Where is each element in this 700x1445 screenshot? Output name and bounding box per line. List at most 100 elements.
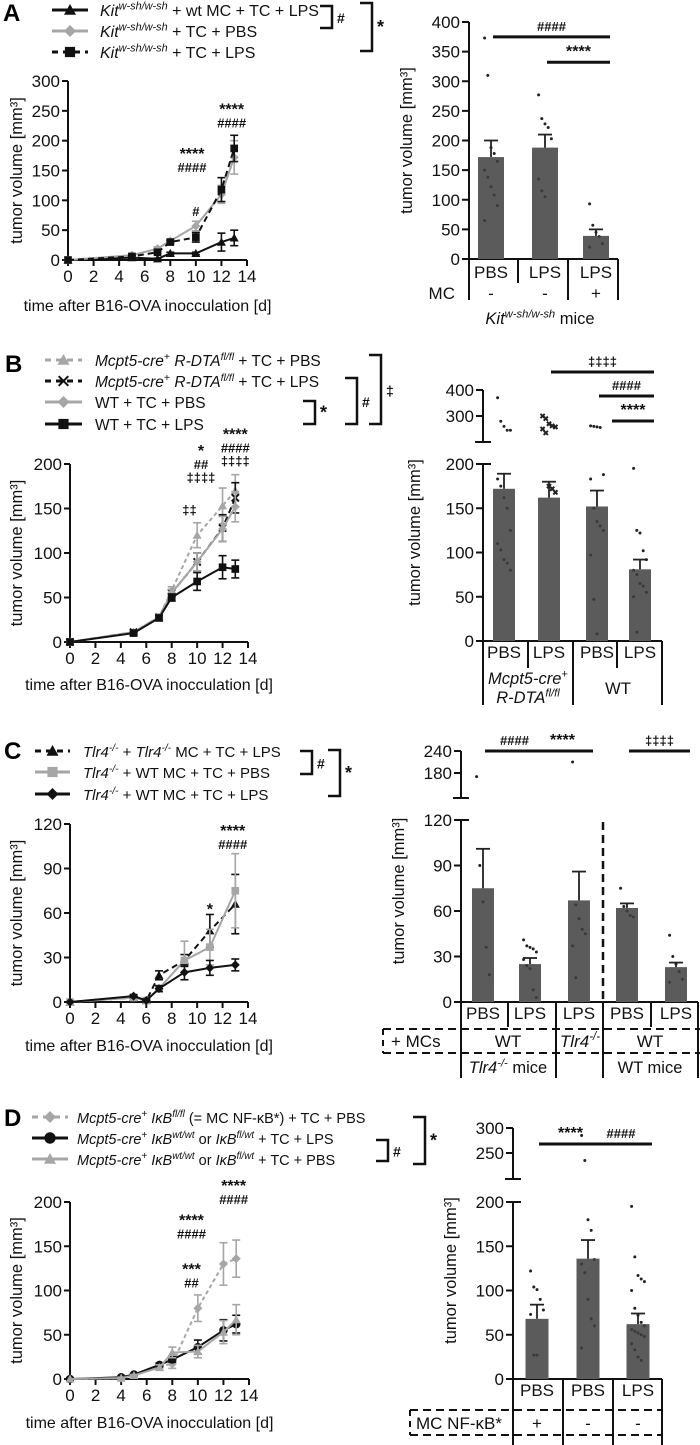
legend-bracket: ‡ — [369, 353, 394, 426]
data-point — [502, 558, 506, 562]
data-point — [639, 1320, 643, 1324]
row-value: - — [635, 1414, 641, 1433]
x-marker — [549, 423, 555, 429]
data-point — [595, 632, 599, 636]
category-label: PBS — [580, 643, 614, 662]
data-point — [622, 904, 626, 908]
data-point — [592, 597, 596, 601]
bracket-line — [303, 399, 317, 426]
data-point — [633, 1329, 637, 1333]
diamond-marker — [230, 502, 240, 512]
significance-label: ‡‡‡‡ — [645, 733, 674, 748]
y-tick-label: 250 — [432, 102, 460, 121]
data-point — [540, 189, 544, 193]
text-part: -/- — [161, 743, 171, 754]
legend-label: Kitw-sh/w-sh + TC + PBS — [100, 22, 257, 41]
text-part: WT + TC + LPS — [95, 417, 204, 434]
bar — [616, 907, 638, 1002]
text-part: Mcpt5-cre — [95, 353, 164, 370]
group-label: R-DTAfl/fl — [496, 687, 560, 707]
x-axis-label: time after B16-OVA inocculation [d] — [24, 298, 272, 315]
text-part: fl/fl — [221, 372, 235, 384]
bar-group-0 — [525, 1269, 549, 1379]
y-tick-label: 150 — [432, 161, 460, 180]
data-point — [475, 775, 479, 779]
y-tick-label: 30 — [433, 948, 452, 967]
bracket-line — [376, 1138, 390, 1163]
text-part: Kit — [100, 24, 119, 41]
text-part: + TC + PBS — [254, 1153, 335, 1169]
y-tick-label: 180 — [424, 764, 452, 783]
data-point — [571, 944, 575, 948]
data-point — [546, 125, 550, 129]
legend-label: WT + TC + LPS — [95, 417, 204, 434]
bar — [532, 147, 558, 259]
bracket-line — [345, 376, 359, 426]
data-point — [595, 425, 599, 429]
y-tick-label: 200 — [446, 455, 474, 474]
x-marker — [552, 489, 559, 496]
significance-bar: #### — [599, 378, 654, 398]
data-point — [534, 995, 538, 999]
data-point — [592, 506, 596, 510]
square-marker — [129, 629, 138, 637]
y-tick-label: 150 — [476, 1237, 504, 1256]
diamond-marker — [191, 221, 201, 231]
row-value: - — [542, 284, 548, 303]
data-point — [591, 223, 595, 227]
diamond-marker — [46, 788, 59, 800]
y-tick-label: 0 — [53, 993, 62, 1012]
y-tick-label: 100 — [32, 191, 60, 210]
text-part: Mcpt5-cre — [77, 1111, 141, 1127]
significance-bar: #### — [493, 19, 610, 39]
significance-label: #### — [607, 1126, 637, 1141]
data-point — [633, 1255, 637, 1259]
text-part: fl/wt — [237, 1151, 256, 1162]
text-part: fl/fl — [545, 687, 560, 699]
data-point — [525, 944, 529, 948]
data-point — [537, 93, 541, 97]
data-point — [595, 520, 599, 524]
data-point — [529, 1269, 533, 1273]
data-point — [583, 1271, 587, 1275]
text-part: or — [195, 1132, 216, 1148]
data-point — [543, 122, 547, 126]
triangle-marker — [218, 1327, 228, 1336]
bracket-line — [360, 1, 374, 53]
data-point — [508, 528, 512, 532]
text-part: Kit — [100, 45, 119, 62]
legend-bracket: # — [320, 4, 345, 30]
circle-marker — [44, 1132, 56, 1144]
data-point — [535, 1353, 539, 1357]
diamond-marker — [129, 991, 139, 1001]
x-tick-label: 2 — [91, 649, 100, 668]
text-part: + TC + PBS — [168, 24, 258, 41]
triangle-marker — [165, 248, 175, 258]
x-tick-label: 0 — [63, 267, 72, 286]
y-tick-label: 100 — [476, 1282, 504, 1301]
text-part: Mcpt5-cre — [77, 1132, 141, 1148]
y-axis-label: tumor volume [mm³] — [390, 818, 408, 965]
bar — [478, 157, 504, 259]
legend-label: Tlr4-/- + WT MC + TC + PBS — [83, 764, 270, 782]
data-point — [580, 1346, 584, 1350]
text-part: WT — [495, 1032, 521, 1051]
group-label: Tlr4-/- mice — [469, 1057, 547, 1077]
category-label: LPS — [624, 643, 656, 662]
square-marker — [155, 614, 163, 622]
square-marker — [206, 943, 214, 951]
bar-group-3 — [616, 886, 638, 1002]
square-marker — [64, 256, 72, 264]
category-label: LPS — [514, 1004, 546, 1023]
y-tick-label: 50 — [455, 588, 474, 607]
y-tick-label: 240 — [424, 742, 452, 761]
data-point — [583, 932, 587, 936]
diamond-marker — [179, 967, 189, 977]
data-point — [478, 864, 482, 867]
bar-group-3 — [629, 466, 651, 641]
text-part: mice — [508, 1059, 547, 1077]
text-part: or — [195, 1153, 216, 1169]
data-point — [483, 36, 487, 40]
